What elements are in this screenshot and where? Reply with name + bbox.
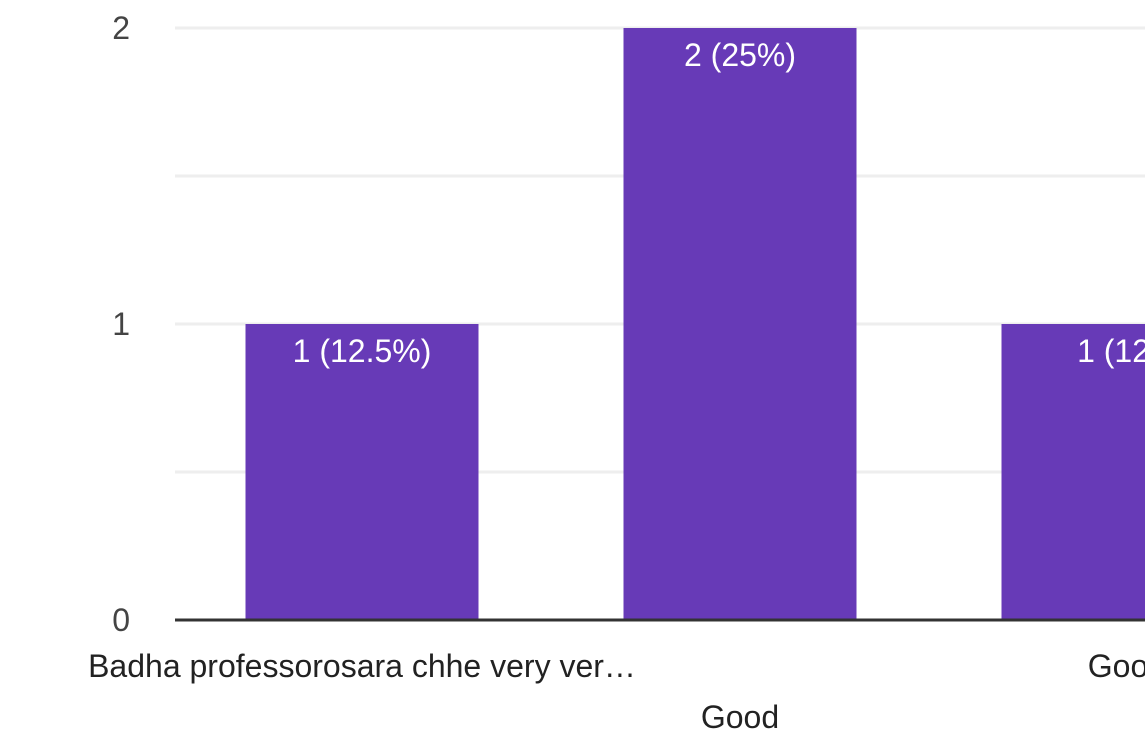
x-category-label: Goo xyxy=(1088,648,1145,684)
bar xyxy=(623,28,857,620)
bar xyxy=(1001,324,1145,620)
data-label: 2 (25%) xyxy=(684,37,796,73)
data-label: 1 (12.5%) xyxy=(293,333,432,369)
data-label: 1 (12. xyxy=(1077,333,1145,369)
y-tick-label: 2 xyxy=(112,10,130,46)
bars xyxy=(245,28,1145,620)
x-category-label: Badha professorosara chhe very ver… xyxy=(88,648,636,684)
y-tick-label: 1 xyxy=(112,306,130,342)
labels: 1 (12.5%) 2 (25%) 1 (12. 0 1 2 Badha professor… xyxy=(88,10,1145,735)
bar xyxy=(245,324,479,620)
x-category-label: Good xyxy=(701,699,779,735)
y-tick-label: 0 xyxy=(112,602,130,638)
